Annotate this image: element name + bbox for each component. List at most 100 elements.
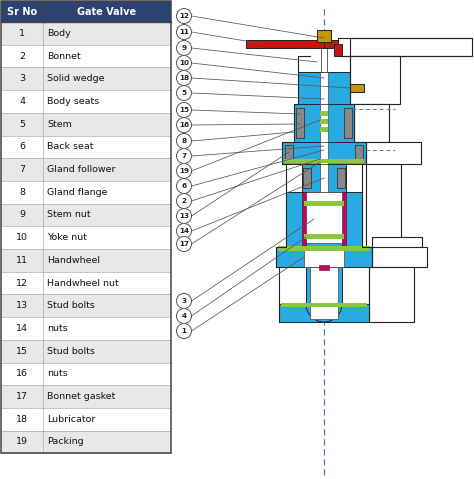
FancyBboxPatch shape — [372, 247, 427, 267]
Text: Bonnet: Bonnet — [47, 52, 81, 60]
FancyBboxPatch shape — [320, 72, 328, 104]
FancyBboxPatch shape — [1, 408, 171, 431]
Circle shape — [176, 103, 191, 117]
Circle shape — [176, 9, 191, 23]
FancyBboxPatch shape — [281, 303, 367, 307]
FancyBboxPatch shape — [282, 142, 366, 164]
Text: nuts: nuts — [47, 324, 68, 333]
Text: 18: 18 — [16, 415, 28, 424]
Circle shape — [176, 194, 191, 208]
FancyBboxPatch shape — [286, 192, 362, 247]
FancyBboxPatch shape — [302, 192, 306, 247]
Circle shape — [176, 179, 191, 194]
FancyBboxPatch shape — [1, 272, 171, 295]
Text: 19: 19 — [179, 168, 189, 174]
FancyBboxPatch shape — [320, 111, 328, 116]
FancyBboxPatch shape — [350, 84, 364, 92]
FancyBboxPatch shape — [350, 38, 472, 56]
Text: 17: 17 — [16, 392, 28, 401]
Text: 8: 8 — [19, 188, 25, 197]
Text: 14: 14 — [179, 228, 189, 234]
FancyBboxPatch shape — [1, 181, 171, 204]
FancyBboxPatch shape — [319, 265, 329, 270]
FancyBboxPatch shape — [1, 158, 171, 181]
Text: Stud bolts: Stud bolts — [47, 301, 95, 310]
Circle shape — [176, 134, 191, 148]
FancyBboxPatch shape — [338, 38, 472, 56]
FancyBboxPatch shape — [303, 168, 311, 188]
Text: 13: 13 — [16, 301, 28, 310]
FancyBboxPatch shape — [320, 127, 328, 132]
FancyBboxPatch shape — [320, 104, 328, 142]
Text: 11: 11 — [16, 256, 28, 265]
Text: Gate Valve: Gate Valve — [77, 7, 137, 16]
FancyBboxPatch shape — [304, 247, 344, 267]
Text: 7: 7 — [182, 153, 186, 159]
FancyBboxPatch shape — [342, 192, 346, 247]
Text: 18: 18 — [179, 75, 189, 81]
Circle shape — [176, 163, 191, 179]
Text: 10: 10 — [179, 60, 189, 66]
Circle shape — [176, 85, 191, 101]
Circle shape — [176, 70, 191, 85]
Text: 12: 12 — [179, 13, 189, 19]
FancyBboxPatch shape — [1, 249, 171, 272]
FancyBboxPatch shape — [350, 56, 400, 104]
Text: 9: 9 — [182, 45, 187, 51]
Text: 2: 2 — [182, 198, 186, 204]
Text: 7: 7 — [19, 165, 25, 174]
Text: Back seat: Back seat — [47, 142, 93, 151]
Text: 3: 3 — [182, 298, 186, 304]
FancyBboxPatch shape — [298, 72, 350, 104]
Text: Body: Body — [47, 29, 71, 38]
FancyBboxPatch shape — [1, 226, 171, 249]
FancyBboxPatch shape — [302, 164, 346, 192]
Text: 5: 5 — [19, 120, 25, 129]
FancyBboxPatch shape — [369, 267, 414, 322]
Text: 17: 17 — [179, 241, 189, 247]
Text: Bonnet gasket: Bonnet gasket — [47, 392, 115, 401]
Text: Stem: Stem — [47, 120, 72, 129]
FancyBboxPatch shape — [317, 30, 331, 42]
FancyBboxPatch shape — [334, 44, 342, 56]
Text: 8: 8 — [182, 138, 187, 144]
FancyBboxPatch shape — [285, 145, 293, 161]
FancyBboxPatch shape — [294, 104, 354, 142]
Text: Lubricator: Lubricator — [47, 415, 95, 424]
Text: Stem nut: Stem nut — [47, 210, 91, 219]
FancyBboxPatch shape — [306, 267, 342, 322]
FancyBboxPatch shape — [1, 317, 171, 340]
Text: 15: 15 — [179, 107, 189, 113]
FancyBboxPatch shape — [284, 159, 364, 163]
FancyBboxPatch shape — [1, 363, 171, 385]
FancyBboxPatch shape — [304, 192, 344, 243]
Circle shape — [176, 323, 191, 339]
Circle shape — [176, 117, 191, 133]
Text: 5: 5 — [182, 90, 187, 96]
FancyBboxPatch shape — [1, 385, 171, 408]
Text: Stud bolts: Stud bolts — [47, 347, 95, 355]
Circle shape — [176, 24, 191, 39]
Circle shape — [176, 56, 191, 70]
Text: 1: 1 — [182, 328, 186, 334]
Text: 6: 6 — [19, 142, 25, 151]
Circle shape — [176, 308, 191, 323]
FancyBboxPatch shape — [337, 168, 345, 188]
FancyBboxPatch shape — [304, 234, 344, 239]
Text: 1: 1 — [19, 29, 25, 38]
FancyBboxPatch shape — [296, 108, 304, 138]
FancyBboxPatch shape — [1, 68, 171, 90]
FancyBboxPatch shape — [320, 164, 328, 192]
FancyBboxPatch shape — [366, 164, 401, 247]
FancyBboxPatch shape — [1, 431, 171, 453]
FancyBboxPatch shape — [1, 22, 171, 45]
FancyBboxPatch shape — [304, 201, 344, 206]
Text: Handwheel: Handwheel — [47, 256, 100, 265]
FancyBboxPatch shape — [1, 113, 171, 136]
Text: 9: 9 — [19, 210, 25, 219]
Text: Gland flange: Gland flange — [47, 188, 108, 197]
FancyBboxPatch shape — [354, 104, 389, 142]
FancyBboxPatch shape — [344, 108, 352, 138]
Text: 2: 2 — [19, 52, 25, 60]
Text: Sr No: Sr No — [7, 7, 37, 16]
